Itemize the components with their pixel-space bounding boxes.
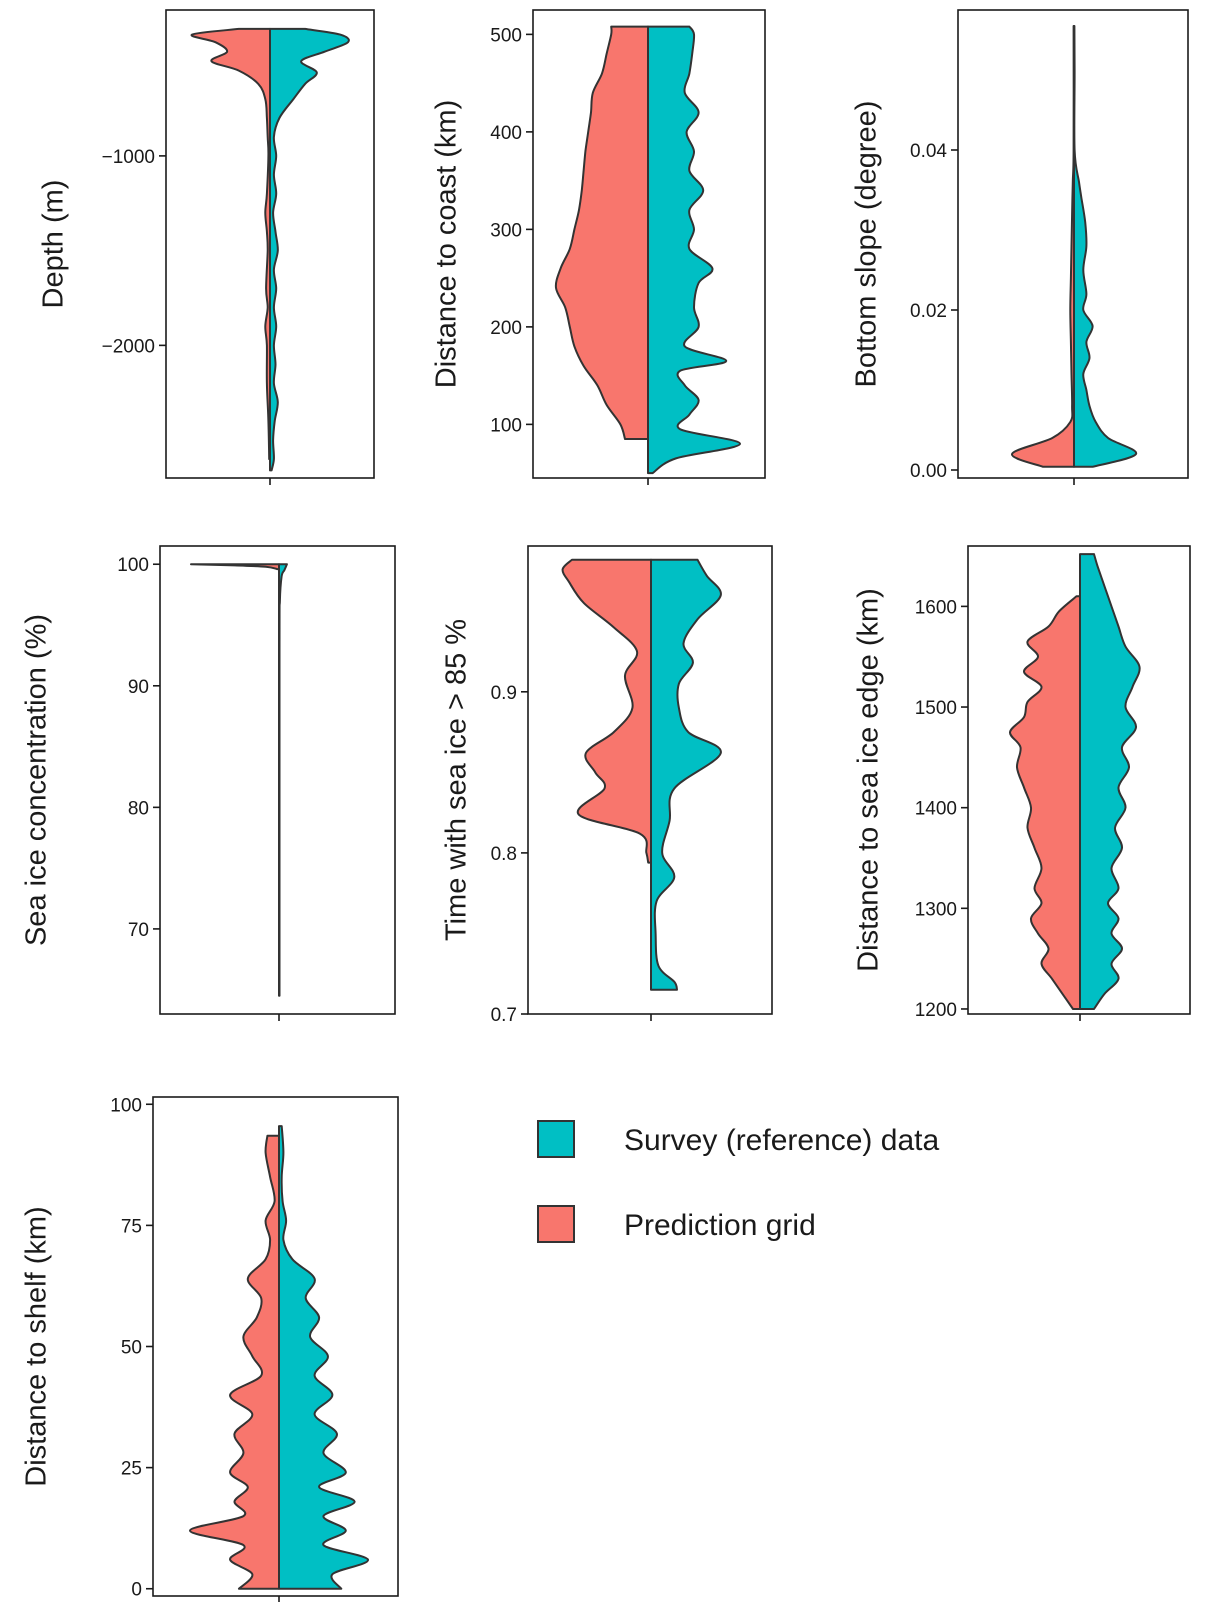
- legend-label-prediction: Prediction grid: [624, 1209, 816, 1242]
- y-tick-label: 0.7: [491, 1005, 517, 1026]
- panel-7: 0 25 50 75 100 Distance to shelf (km): [21, 1095, 399, 1602]
- y-tick-label: 25: [121, 1459, 142, 1480]
- y-tick-label: −1000: [102, 147, 155, 168]
- y-tick-label: 1600: [915, 597, 957, 618]
- prediction-half-violin: [561, 558, 652, 864]
- survey-half-violin: [1079, 553, 1141, 1010]
- panel-frame: [159, 545, 396, 1015]
- survey-half-violin: [278, 1125, 370, 1590]
- y-axis-title: Distance to sea ice edge (km): [853, 588, 885, 972]
- y-tick-label: 0.04: [910, 141, 947, 162]
- y-tick-label: 80: [128, 798, 149, 819]
- legend-label-survey: Survey (reference) data: [624, 1124, 939, 1157]
- y-tick-label: 0.02: [910, 301, 947, 322]
- panel-frame: [957, 9, 1189, 479]
- panel-frame: [967, 545, 1191, 1015]
- panel-3: 0.00 0.02 0.04 Bottom slope (degree): [851, 9, 1189, 485]
- y-tick-label: 100: [490, 415, 522, 436]
- survey-half-violin: [1073, 25, 1138, 468]
- prediction-half-violin: [554, 25, 649, 440]
- y-axis-title: Time with sea ice > 85 %: [441, 619, 473, 941]
- panel-5: 0.7 0.8 0.9 Time with sea ice > 85 %: [441, 545, 773, 1026]
- legend: Survey (reference) data Prediction grid: [537, 1120, 939, 1243]
- y-axis-title: Distance to shelf (km): [21, 1206, 53, 1486]
- panel-frame: [527, 545, 773, 1015]
- survey-half-violin: [278, 563, 288, 997]
- y-axis-title: Depth (m): [38, 180, 70, 309]
- y-tick-label: 1300: [915, 899, 957, 920]
- y-tick-label: 50: [121, 1338, 142, 1359]
- y-tick-label: 1500: [915, 698, 957, 719]
- legend-key-survey: [537, 1120, 575, 1158]
- survey-half-violin: [269, 27, 350, 472]
- survey-half-violin: [647, 25, 742, 475]
- prediction-half-violin: [190, 563, 280, 571]
- y-tick-label: 400: [490, 123, 522, 144]
- y-tick-label: 0: [131, 1580, 142, 1601]
- survey-half-violin: [650, 558, 722, 991]
- y-tick-label: 0.00: [910, 461, 947, 482]
- y-tick-label: 90: [128, 677, 149, 698]
- prediction-half-violin: [189, 1134, 280, 1590]
- y-tick-label: 0.9: [491, 683, 517, 704]
- y-tick-label: 0.8: [491, 844, 517, 865]
- prediction-half-violin: [1009, 595, 1081, 1010]
- panel-frame: [532, 9, 766, 479]
- y-tick-label: 75: [121, 1216, 142, 1237]
- panel-6: 1200 1300 1400 1500 1600 Distance to sea ice …: [853, 545, 1191, 1021]
- prediction-half-violin: [190, 27, 271, 461]
- y-tick-label: 70: [128, 920, 149, 941]
- panel-2: 100 200 300 400 500 Distance to coast (km): [431, 9, 766, 485]
- y-tick-label: 100: [110, 1095, 142, 1116]
- legend-key-prediction: [537, 1205, 575, 1243]
- y-tick-label: 300: [490, 220, 522, 241]
- panel-1: −2000 −1000 Depth (m): [38, 9, 375, 485]
- y-axis-title: Bottom slope (degree): [851, 101, 883, 388]
- y-tick-label: 1200: [915, 1000, 957, 1021]
- y-tick-label: 200: [490, 318, 522, 339]
- y-tick-label: −2000: [102, 336, 155, 357]
- y-axis-title: Sea ice concentration (%): [21, 614, 53, 946]
- y-tick-label: 100: [117, 555, 149, 576]
- y-axis-title: Distance to coast (km): [431, 100, 463, 388]
- y-tick-label: 500: [490, 25, 522, 46]
- y-tick-label: 1400: [915, 799, 957, 820]
- prediction-half-violin: [1010, 25, 1075, 468]
- panel-4: 70 80 90 100 Sea ice concentration (%): [21, 545, 396, 1021]
